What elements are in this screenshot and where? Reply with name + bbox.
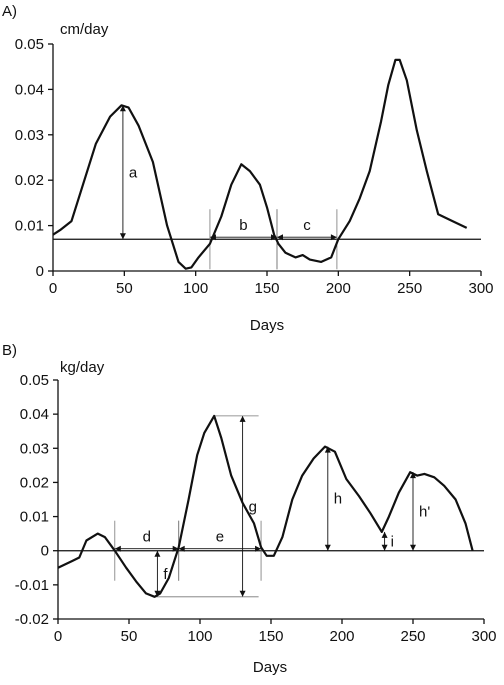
y-tick-label: 0.05: [20, 372, 49, 389]
arrow-head: [154, 550, 161, 557]
arrow-head: [239, 415, 246, 422]
arrow-head: [154, 590, 161, 597]
y-tick-label: 0.02: [15, 172, 44, 189]
arrow-head: [381, 544, 388, 551]
arrow-head: [410, 472, 416, 479]
arrow-head: [119, 233, 126, 240]
y-tick-label: 0.05: [15, 36, 44, 53]
y-tick-label: 0.01: [15, 218, 44, 235]
x-tick-label: 300: [468, 280, 493, 297]
y-tick-label: -0.01: [15, 577, 49, 594]
x-tick-label: 200: [326, 280, 351, 297]
arrow-head: [178, 545, 185, 552]
x-tick-label: 250: [400, 628, 425, 645]
x-tick-label: 0: [49, 280, 57, 297]
panel-a-xlabel: Days: [250, 317, 284, 334]
panel-a-label: A): [2, 3, 17, 20]
panel-b-label: B): [2, 342, 17, 359]
panel-b: B) kg/day Days 0 50 100 150 200 250 300 -0.02 -0…: [2, 342, 497, 676]
x-tick-label: 100: [187, 628, 212, 645]
arrow-head: [239, 590, 246, 597]
x-tick-label: 0: [54, 628, 62, 645]
y-tick-label: 0.04: [20, 406, 49, 423]
x-tick-label: 150: [254, 280, 279, 297]
panel-a-annotations: a b c: [119, 105, 338, 270]
annotation-label: d: [143, 529, 151, 546]
x-tick-label: 100: [183, 280, 208, 297]
arrow-head: [270, 234, 277, 241]
x-tick-label: 200: [329, 628, 354, 645]
y-tick-label: 0.03: [20, 440, 49, 457]
arrow-head: [255, 545, 262, 552]
annotation-label: c: [303, 217, 311, 234]
annotation-label: a: [129, 164, 138, 181]
panel-b-xlabel: Days: [253, 659, 287, 676]
y-tick-label: 0.02: [20, 474, 49, 491]
panel-b-tick-labels: 0 50 100 150 200 250 300 -0.02 -0.01 0 0.01 0.02 0.0…: [15, 372, 497, 645]
x-tick-label: 300: [471, 628, 496, 645]
y-tick-label: 0.04: [15, 81, 44, 98]
arrow-head: [324, 446, 331, 453]
panel-b-ylabel: kg/day: [60, 359, 105, 376]
arrow-head: [172, 545, 179, 552]
y-tick-label: 0: [36, 263, 44, 280]
annotation-label: g: [249, 498, 257, 515]
panel-b-annotations: d e f g h i h': [114, 415, 430, 598]
arrow-head: [119, 105, 126, 112]
panel-b-plot: [57, 414, 474, 598]
y-tick-label: -0.02: [15, 611, 49, 628]
annotation-label: i: [391, 533, 394, 550]
arrow-head: [330, 234, 337, 241]
panel-b-axes: [53, 379, 485, 624]
annotation-label: b: [239, 217, 247, 234]
arrow-head: [114, 545, 121, 552]
x-tick-label: 250: [397, 280, 422, 297]
arrow-head: [381, 531, 388, 538]
x-tick-label: 150: [258, 628, 283, 645]
annotation-label: h': [419, 503, 430, 520]
panel-a-plot: [52, 58, 468, 270]
y-tick-label: 0: [41, 543, 49, 560]
panel-a-tick-labels: 0 50 100 150 200 250 300 0 0.01 0.02 0.03 0.04 0.05: [15, 36, 494, 297]
x-tick-label: 50: [121, 628, 138, 645]
y-tick-label: 0.03: [15, 127, 44, 144]
panel-a: A) cm/day Days 0 50 100 150 200 250 300 0 0.01 0.…: [2, 3, 494, 334]
arrow-head: [276, 234, 283, 241]
panel-a-ylabel: cm/day: [60, 21, 109, 38]
arrow-head: [410, 544, 416, 551]
panel-a-axes: [48, 43, 482, 276]
arrow-head: [324, 544, 331, 551]
annotation-label: e: [216, 529, 224, 546]
x-tick-label: 50: [116, 280, 133, 297]
y-tick-label: 0.01: [20, 509, 49, 526]
series-line: [52, 58, 468, 270]
annotation-label: h: [334, 491, 342, 508]
annotation-label: f: [163, 566, 168, 583]
series-line: [57, 414, 474, 598]
